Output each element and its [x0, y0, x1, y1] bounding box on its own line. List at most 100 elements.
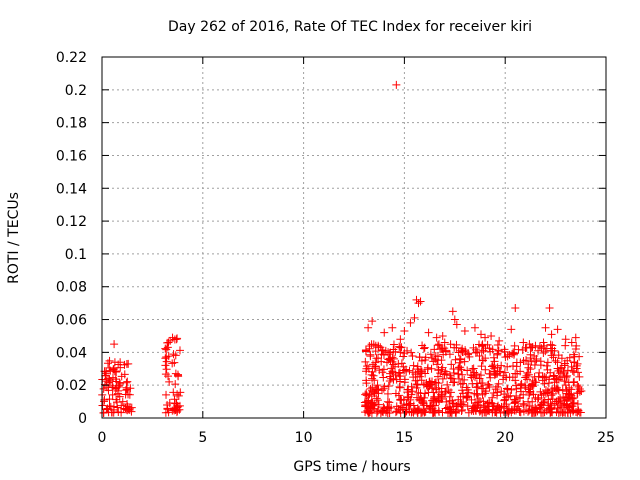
data-point	[459, 400, 468, 409]
data-point	[560, 396, 569, 405]
y-tick-label: 0.22	[56, 50, 87, 66]
data-point	[554, 397, 563, 406]
data-point	[473, 382, 482, 391]
data-point	[112, 395, 121, 404]
data-point	[168, 359, 177, 368]
data-point	[432, 378, 441, 387]
data-point	[412, 295, 421, 304]
data-point	[450, 315, 459, 324]
data-point	[459, 347, 468, 356]
data-point	[522, 405, 531, 414]
data-point	[481, 333, 490, 342]
chart-title: Day 262 of 2016, Rate Of TEC Index for r…	[168, 19, 532, 35]
data-point	[419, 406, 428, 415]
data-point	[409, 361, 418, 370]
data-point	[377, 357, 386, 366]
data-point	[124, 359, 133, 368]
data-point	[403, 393, 412, 402]
data-point	[546, 340, 555, 349]
data-point	[391, 370, 400, 379]
data-point	[502, 373, 511, 382]
data-point	[512, 406, 521, 415]
data-point	[524, 397, 533, 406]
data-point	[161, 361, 170, 370]
data-point	[374, 385, 383, 394]
data-point	[380, 382, 389, 391]
data-point	[114, 386, 122, 395]
data-point	[165, 377, 174, 386]
data-point	[424, 328, 433, 337]
data-point	[169, 350, 178, 359]
data-point	[410, 313, 419, 322]
data-point	[507, 325, 516, 334]
x-axis-label: GPS time / hours	[293, 459, 410, 475]
y-tick-labels: 0 0.02 0.04 0.06 0.08 0.1 0.12 0.14 0.16 0.18 0.2 0…	[56, 50, 87, 427]
data-point	[379, 384, 388, 393]
data-point	[530, 408, 539, 417]
x-tick-label: 25	[597, 430, 615, 446]
data-point	[481, 365, 490, 374]
data-point	[495, 336, 504, 345]
data-point	[511, 369, 520, 378]
data-point	[374, 341, 383, 350]
data-point	[469, 343, 478, 352]
data-point	[500, 402, 509, 411]
data-point	[494, 346, 503, 355]
data-point	[452, 320, 461, 329]
data-point	[466, 370, 475, 379]
data-point	[552, 383, 561, 392]
data-point	[176, 388, 185, 397]
data-point	[468, 365, 477, 374]
data-point	[528, 382, 537, 391]
data-point	[375, 366, 384, 375]
data-point	[473, 402, 482, 411]
data-point	[484, 380, 493, 389]
data-point	[366, 384, 375, 393]
data-point	[372, 354, 381, 363]
data-point	[114, 407, 123, 416]
data-point	[464, 388, 473, 397]
data-point	[365, 390, 374, 399]
data-point	[543, 387, 552, 396]
data-point	[559, 408, 568, 417]
data-point	[488, 408, 497, 417]
data-point	[477, 330, 486, 339]
data-point	[516, 384, 525, 393]
data-point	[569, 406, 578, 415]
axis-ticks	[101, 56, 607, 419]
data-point	[515, 408, 524, 417]
data-point	[162, 365, 171, 374]
data-point	[414, 367, 423, 376]
data-point	[469, 364, 478, 373]
data-point	[476, 371, 485, 380]
data-point	[457, 400, 466, 409]
data-point	[503, 384, 512, 393]
data-point	[496, 409, 505, 418]
data-point	[464, 349, 473, 358]
data-point	[404, 385, 413, 394]
data-point	[415, 395, 424, 404]
data-point	[531, 341, 540, 350]
data-point	[122, 405, 131, 414]
data-point	[570, 377, 579, 386]
data-point	[500, 347, 509, 356]
data-point	[435, 396, 444, 405]
data-point	[539, 398, 548, 407]
data-point	[378, 346, 387, 355]
data-point	[460, 375, 469, 384]
data-point	[455, 354, 464, 363]
data-point	[123, 377, 132, 386]
data-point	[362, 367, 371, 376]
data-point	[441, 387, 450, 396]
data-point	[442, 397, 451, 406]
data-point	[373, 396, 382, 405]
data-point	[422, 379, 431, 388]
data-point	[433, 352, 442, 361]
data-point	[385, 350, 394, 359]
data-point	[547, 403, 556, 412]
data-point	[388, 323, 397, 332]
data-point	[493, 382, 502, 391]
data-point	[426, 402, 435, 411]
y-tick-label: 0.02	[56, 378, 87, 394]
data-point	[161, 354, 170, 363]
